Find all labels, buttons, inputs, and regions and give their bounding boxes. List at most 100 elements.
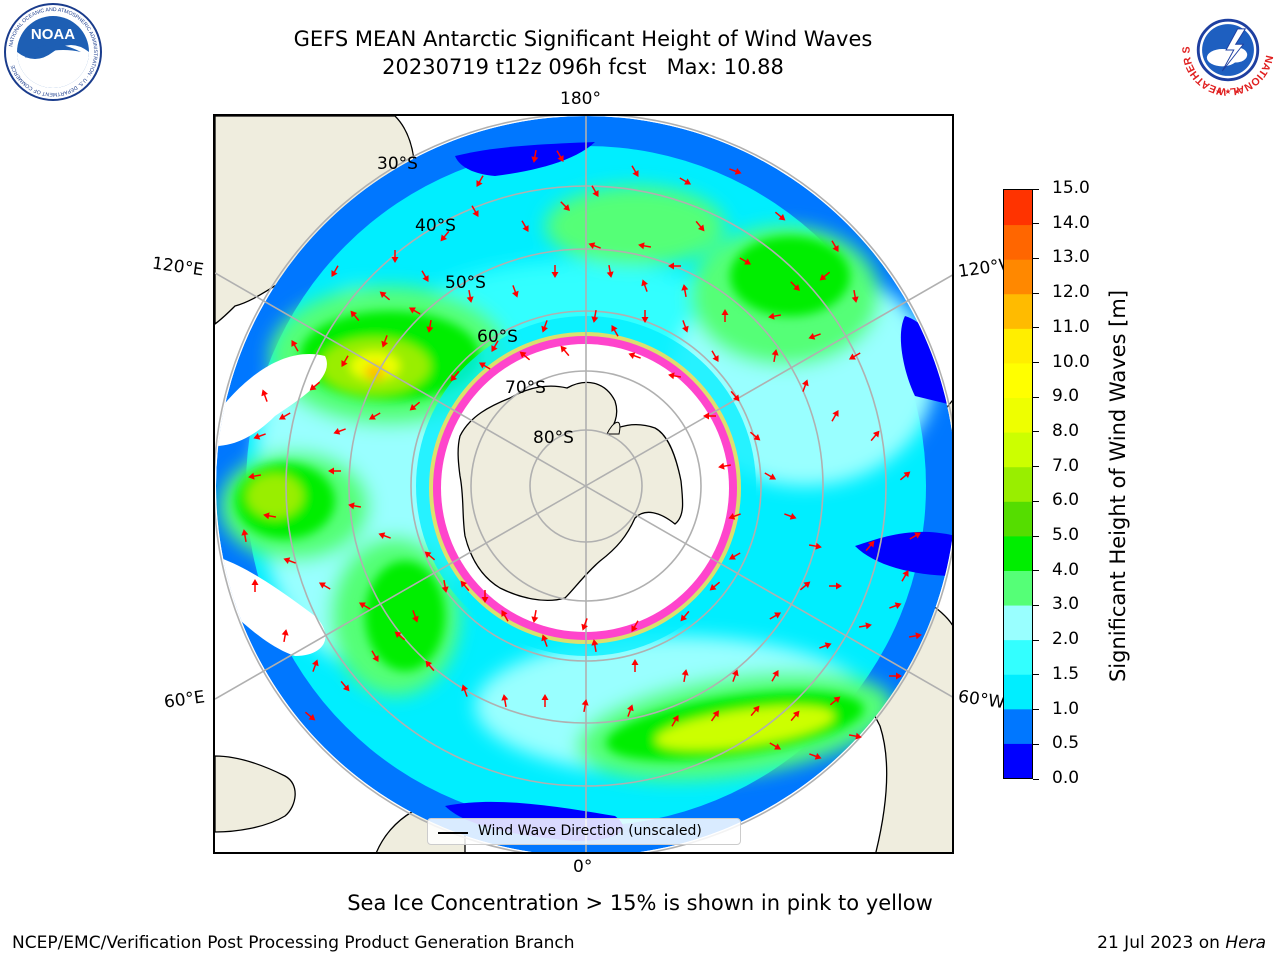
wind-arrow: [591, 309, 599, 323]
colorbar-segment: [1004, 743, 1032, 778]
wind-arrow: [591, 639, 599, 653]
wind-arrow: [851, 289, 859, 303]
colorbar-tick-mark: [1033, 743, 1039, 745]
wind-arrow: [808, 542, 822, 550]
wind-arrow: [739, 257, 752, 265]
colorbar-segment: [1004, 293, 1032, 329]
colorbar-tick-mark: [1033, 257, 1039, 259]
wind-arrow: [831, 240, 839, 253]
wind-arrow: [551, 265, 559, 278]
wind-arrow: [774, 211, 786, 221]
colorbar-tick-mark: [1033, 188, 1039, 190]
colorbar-tick-label: 2.0: [1052, 629, 1080, 650]
wind-arrow: [251, 579, 259, 592]
wind-arrow: [749, 431, 761, 441]
lon-label-180: 180°: [560, 89, 601, 109]
wind-arrow: [790, 710, 800, 722]
wind-arrow: [703, 412, 716, 420]
colorbar-tick-mark: [1033, 396, 1039, 398]
colorbar: [1003, 189, 1033, 779]
wind-arrow: [628, 352, 641, 359]
wind-arrow: [732, 669, 739, 682]
colorbar-segment: [1004, 674, 1032, 710]
colorbar-tick-mark: [1033, 223, 1039, 225]
wind-arrow: [764, 472, 777, 480]
wind-arrow: [730, 390, 740, 402]
wind-arrow: [424, 551, 436, 561]
wind-arrow: [711, 350, 719, 363]
colorbar-segment: [1004, 397, 1032, 433]
noaa-logo: NOAA NATIONAL OCEANIC AND ATMOSPHERIC AD…: [4, 3, 102, 101]
chart-subtitle: 20230719 t12z 096h fcst Max: 10.88: [382, 55, 784, 79]
wind-arrow: [318, 582, 331, 590]
wind-arrow: [682, 320, 689, 333]
wind-arrow: [681, 669, 689, 683]
wind-arrow: [728, 552, 741, 560]
wind-arrow: [481, 590, 489, 603]
wind-arrow: [531, 149, 539, 163]
wind-arrow: [721, 309, 729, 322]
wind-arrow: [333, 428, 346, 435]
wind-arrow: [899, 471, 911, 481]
colorbar-tick-mark: [1033, 431, 1039, 433]
wind-arrow: [378, 532, 391, 539]
lon-label-0: 0°: [573, 857, 593, 877]
wind-arrow: [799, 581, 811, 591]
wind-arrow: [309, 381, 321, 391]
map-canvas: 30°S 40°S 50°S 60°S 70°S 80°S: [215, 116, 952, 852]
wind-arrow: [501, 609, 509, 622]
colorbar-segment: [1004, 605, 1032, 641]
wind-arrow: [460, 580, 470, 592]
legend-line-swatch: [438, 832, 468, 834]
lat-label-80s: 80°S: [533, 428, 574, 448]
wind-arrow: [283, 557, 296, 564]
wind-arrow: [471, 205, 479, 218]
wind-arrow: [263, 512, 277, 520]
wind-arrow: [631, 620, 639, 633]
wind-arrow: [278, 412, 291, 420]
wind-arrow: [768, 312, 782, 320]
colorbar-segment: [1004, 432, 1032, 468]
lat-label-40s: 40°S: [415, 216, 456, 236]
colorbar-segment: [1004, 570, 1032, 606]
wind-arrow: [426, 319, 434, 333]
colorbar-tick-label: 14.0: [1052, 212, 1090, 233]
colorbar-tick-label: 15.0: [1052, 178, 1090, 198]
colorbar-tick-label: 5.0: [1052, 525, 1080, 546]
map-legend: Wind Wave Direction (unscaled): [427, 818, 741, 845]
wind-arrow: [541, 694, 549, 707]
wind-arrow: [771, 669, 779, 682]
wind-arrow: [709, 581, 721, 591]
colorbar-tick-mark: [1033, 466, 1039, 468]
wind-arrow: [668, 262, 681, 270]
wind-arrow: [750, 705, 760, 717]
colorbar-tick-label: 12.0: [1052, 282, 1090, 303]
wind-arrow: [261, 389, 268, 402]
wind-arrow: [889, 672, 902, 680]
colorbar-segment: [1004, 639, 1032, 675]
wind-arrow: [671, 714, 679, 727]
colorbar-tick-mark: [1033, 709, 1039, 711]
wind-arrow: [281, 629, 289, 643]
wind-arrow: [476, 175, 484, 188]
colorbar-segment: [1004, 708, 1032, 744]
colorbar-tick-mark: [1033, 500, 1039, 502]
wind-arrow: [611, 324, 619, 337]
wind-arrow: [870, 430, 880, 442]
colorbar-tick-mark: [1033, 639, 1039, 641]
wind-arrow: [450, 370, 460, 382]
lat-label-50s: 50°S: [445, 273, 486, 293]
wind-arrow: [312, 659, 319, 672]
wind-arrow: [560, 201, 570, 211]
colorbar-tick-label: 1.0: [1052, 698, 1080, 719]
wind-arrow: [908, 632, 922, 640]
wind-arrow: [248, 472, 262, 480]
wind-arrow: [865, 540, 875, 552]
wind-arrow: [819, 271, 831, 281]
wind-arrow: [350, 310, 360, 322]
credit-left: NCEP/EMC/Verification Post Processing Pr…: [12, 933, 575, 953]
wind-arrow: [627, 704, 634, 717]
wind-arrow: [889, 602, 902, 609]
wind-arrow: [784, 513, 797, 520]
wind-arrow: [829, 582, 842, 590]
